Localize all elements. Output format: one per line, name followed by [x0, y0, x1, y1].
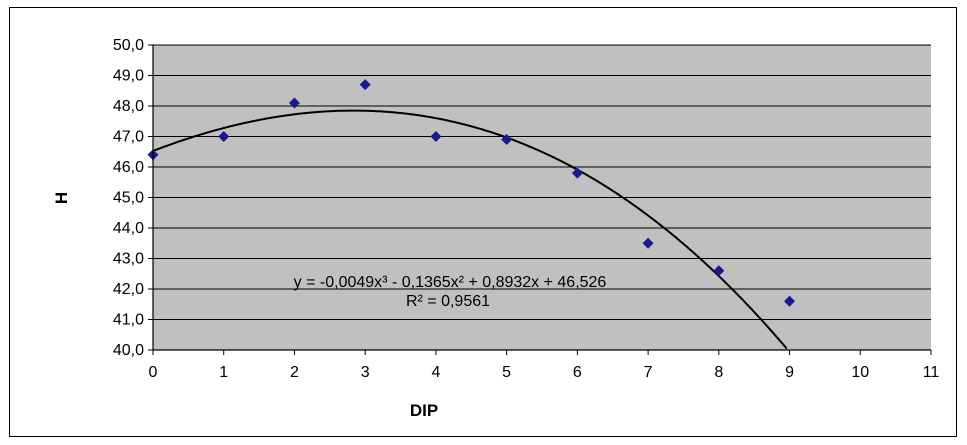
y-tick-label: 47,0 [113, 129, 144, 146]
data-point [430, 131, 442, 142]
y-tick-labels: 40,0 41,0 42,0 43,0 44,0 45,0 46,0 47,0 48,0 49,0… [113, 37, 144, 359]
x-tick-label: 3 [361, 364, 370, 381]
trendline-group [152, 109, 788, 350]
y-tick-label: 43,0 [113, 251, 144, 268]
trendline-r-squared: R² = 0,9561 [406, 293, 490, 310]
x-tick-label: 2 [290, 364, 299, 381]
chart-svg: 40,0 41,0 42,0 43,0 44,0 45,0 46,0 47,0 48,0 49,0… [52, 37, 940, 420]
gridlines [148, 44, 932, 355]
x-axis-title: DIP [410, 401, 438, 420]
x-tick-label: 10 [851, 364, 869, 381]
x-tick-label: 7 [644, 364, 653, 381]
data-point [288, 97, 300, 109]
y-tick-label: 45,0 [113, 190, 144, 207]
axes [152, 45, 931, 351]
chart-frame: 40,0 41,0 42,0 43,0 44,0 45,0 46,0 47,0 48,0 49,0… [9, 7, 957, 437]
y-tick-label: 44,0 [113, 220, 144, 237]
y-tick-label: 48,0 [113, 98, 144, 115]
x-tick-label: 0 [149, 364, 158, 381]
data-point [571, 167, 583, 179]
x-tick-label: 1 [219, 364, 228, 381]
data-point [784, 295, 796, 307]
x-tick-label: 4 [431, 364, 440, 381]
data-point [218, 131, 230, 142]
y-tick-label: 49,0 [113, 68, 144, 85]
x-tick-label: 9 [785, 364, 794, 381]
x-tick-label: 5 [502, 364, 511, 381]
y-tick-label: 40,0 [113, 342, 144, 359]
x-tick-labels: 0 1 2 3 4 5 6 7 8 9 10 11 [149, 364, 940, 381]
y-tick-label: 41,0 [113, 312, 144, 329]
data-point [713, 265, 725, 277]
y-tick-label: 42,0 [113, 281, 144, 298]
trendline [152, 109, 788, 350]
y-tick-label: 46,0 [113, 159, 144, 176]
data-point [359, 79, 371, 91]
x-tick-label: 8 [714, 364, 723, 381]
trendline-equation: y = -0,0049x³ - 0,1365x² + 0,8932x + 46,… [294, 274, 607, 291]
data-point [501, 134, 513, 146]
data-point [642, 237, 654, 249]
data-points [147, 79, 796, 307]
x-tick-label: 6 [573, 364, 582, 381]
y-tick-label: 50,0 [113, 37, 144, 54]
y-axis-title: H [52, 192, 71, 204]
x-tick-label: 11 [923, 364, 940, 381]
